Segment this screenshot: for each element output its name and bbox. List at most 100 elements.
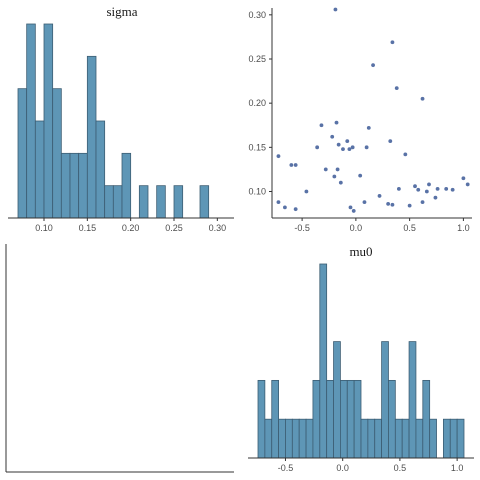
mu0-sigma-scatter-panel: -0.5 0.0 0.5 1.0 0.10 0.15 0.20 0.25 0.30 (248, 7, 472, 233)
mu0-histogram-bar (319, 263, 328, 459)
scatter-point (358, 173, 363, 178)
scatter-point (283, 205, 287, 210)
mu0-histogram-x-tick-label: -0.5 (278, 463, 294, 473)
sigma-histogram-bar (112, 185, 123, 219)
mu0-histogram-bar (312, 379, 321, 459)
scatter-point (377, 194, 382, 198)
mu0-histogram-bar (257, 379, 266, 459)
mu0-histogram-title: mu0 (349, 244, 372, 259)
scatter-point (335, 167, 340, 172)
scatter-point (416, 187, 421, 192)
scatter-y-tick-label: 0.20 (248, 98, 266, 108)
mu0-histogram-bar (333, 341, 341, 459)
sigma-histogram-bar (156, 185, 166, 219)
sigma-histogram-x-tick-label: 0.30 (209, 223, 227, 233)
scatter-point (450, 187, 455, 192)
scatter-x-tick-label: -0.5 (294, 223, 310, 233)
mu0-histogram-bar (367, 418, 376, 459)
scatter-point (390, 40, 395, 45)
sigma-histogram-title: sigma (106, 4, 137, 19)
scatter-point (427, 182, 431, 187)
mu0-histogram-bar (326, 379, 334, 459)
mu0-histogram-bar (456, 418, 465, 459)
scatter-point (319, 123, 324, 128)
mu0-histogram-bar (278, 418, 286, 459)
sigma-histogram-bar (69, 152, 80, 219)
sigma-histogram-bar (86, 55, 97, 219)
mu0-histogram-panel: mu0 -0.5 0.0 0.5 1.0 (248, 244, 474, 473)
scatter-point (407, 203, 412, 208)
sigma-histogram-bar (26, 23, 36, 219)
scatter-point (435, 186, 440, 191)
mu0-histogram-bar (408, 341, 417, 459)
mu0-histogram-bar (422, 379, 431, 459)
scatter-point (424, 189, 429, 194)
scatter-point (351, 209, 356, 213)
scatter-point (332, 174, 337, 179)
sigma-x-ticks: 0.10 0.15 0.20 0.25 0.30 (35, 218, 226, 233)
mu0-histogram-bars (257, 263, 465, 459)
mu0-histogram-bar (339, 379, 348, 459)
scatter-point (293, 207, 298, 212)
sigma-histogram-bar (52, 88, 62, 219)
scatter-y-tick-label: 0.15 (248, 142, 266, 152)
sigma-histogram-bar (60, 152, 71, 219)
mu0-histogram-x-tick-label: 1.0 (451, 463, 464, 473)
scatter-point (334, 120, 339, 125)
scatter-x-ticks: -0.5 0.0 0.5 1.0 (294, 218, 470, 233)
mu0-histogram-x-tick-label: 0.5 (394, 463, 407, 473)
scatter-point (420, 96, 425, 101)
mu0-histogram-bar (401, 418, 410, 459)
scatter-point (345, 139, 350, 144)
mu0-histogram-bar (305, 418, 314, 459)
mu0-histogram-bar (285, 418, 293, 459)
mu0-histogram-bar (360, 418, 369, 459)
mu0-histogram-x-tick-label: 0.0 (336, 463, 349, 473)
sigma-histogram-bar (121, 152, 132, 219)
mu0-histogram-bar (264, 418, 273, 459)
sigma-histogram-bar (104, 185, 114, 219)
scatter-point (465, 182, 470, 187)
scatter-points (276, 7, 470, 213)
mu0-histogram-bar (381, 341, 389, 459)
sigma-histogram-bar (173, 185, 184, 219)
scatter-x-tick-label: 0.0 (350, 223, 363, 233)
scatter-point (390, 202, 395, 207)
scatter-point (323, 167, 328, 172)
mu0-histogram-bar (271, 379, 280, 459)
mu0-histogram-bar (374, 418, 383, 459)
mu0-histogram-bar (388, 379, 396, 459)
sigma-histogram-x-tick-label: 0.20 (122, 223, 140, 233)
scatter-point (330, 134, 335, 139)
scatter-point (338, 180, 343, 185)
sigma-histogram-bar (95, 120, 106, 219)
sigma-histogram-x-tick-label: 0.25 (165, 223, 183, 233)
scatter-point (362, 200, 367, 205)
mu0-histogram-bar (442, 418, 451, 459)
scatter-point (293, 163, 298, 167)
mu0-histogram-bar (353, 379, 362, 459)
scatter-x-tick-label: 0.5 (403, 223, 416, 233)
scatter-point (371, 63, 375, 68)
scatter-point (444, 186, 449, 191)
scatter-x-tick-label: 1.0 (457, 223, 470, 233)
scatter-point (386, 201, 391, 206)
sigma-histogram-bar (17, 88, 28, 219)
scatter-point (364, 145, 369, 150)
scatter-point (348, 205, 353, 210)
sigma-histogram-bar (78, 152, 88, 219)
empty-panel (5, 244, 234, 473)
scatter-point (394, 86, 399, 91)
scatter-point (315, 145, 320, 150)
scatter-point (350, 145, 355, 150)
scatter-point (403, 152, 408, 157)
scatter-point (341, 147, 345, 152)
sigma-histogram-bar (43, 23, 54, 219)
mu0-histogram-bar (346, 379, 355, 459)
scatter-point (388, 139, 393, 144)
mu0-histogram-bar (394, 418, 403, 459)
mu0-histogram-bar (298, 418, 307, 459)
scatter-point (289, 163, 294, 167)
scatter-y-tick-label: 0.25 (248, 54, 266, 64)
